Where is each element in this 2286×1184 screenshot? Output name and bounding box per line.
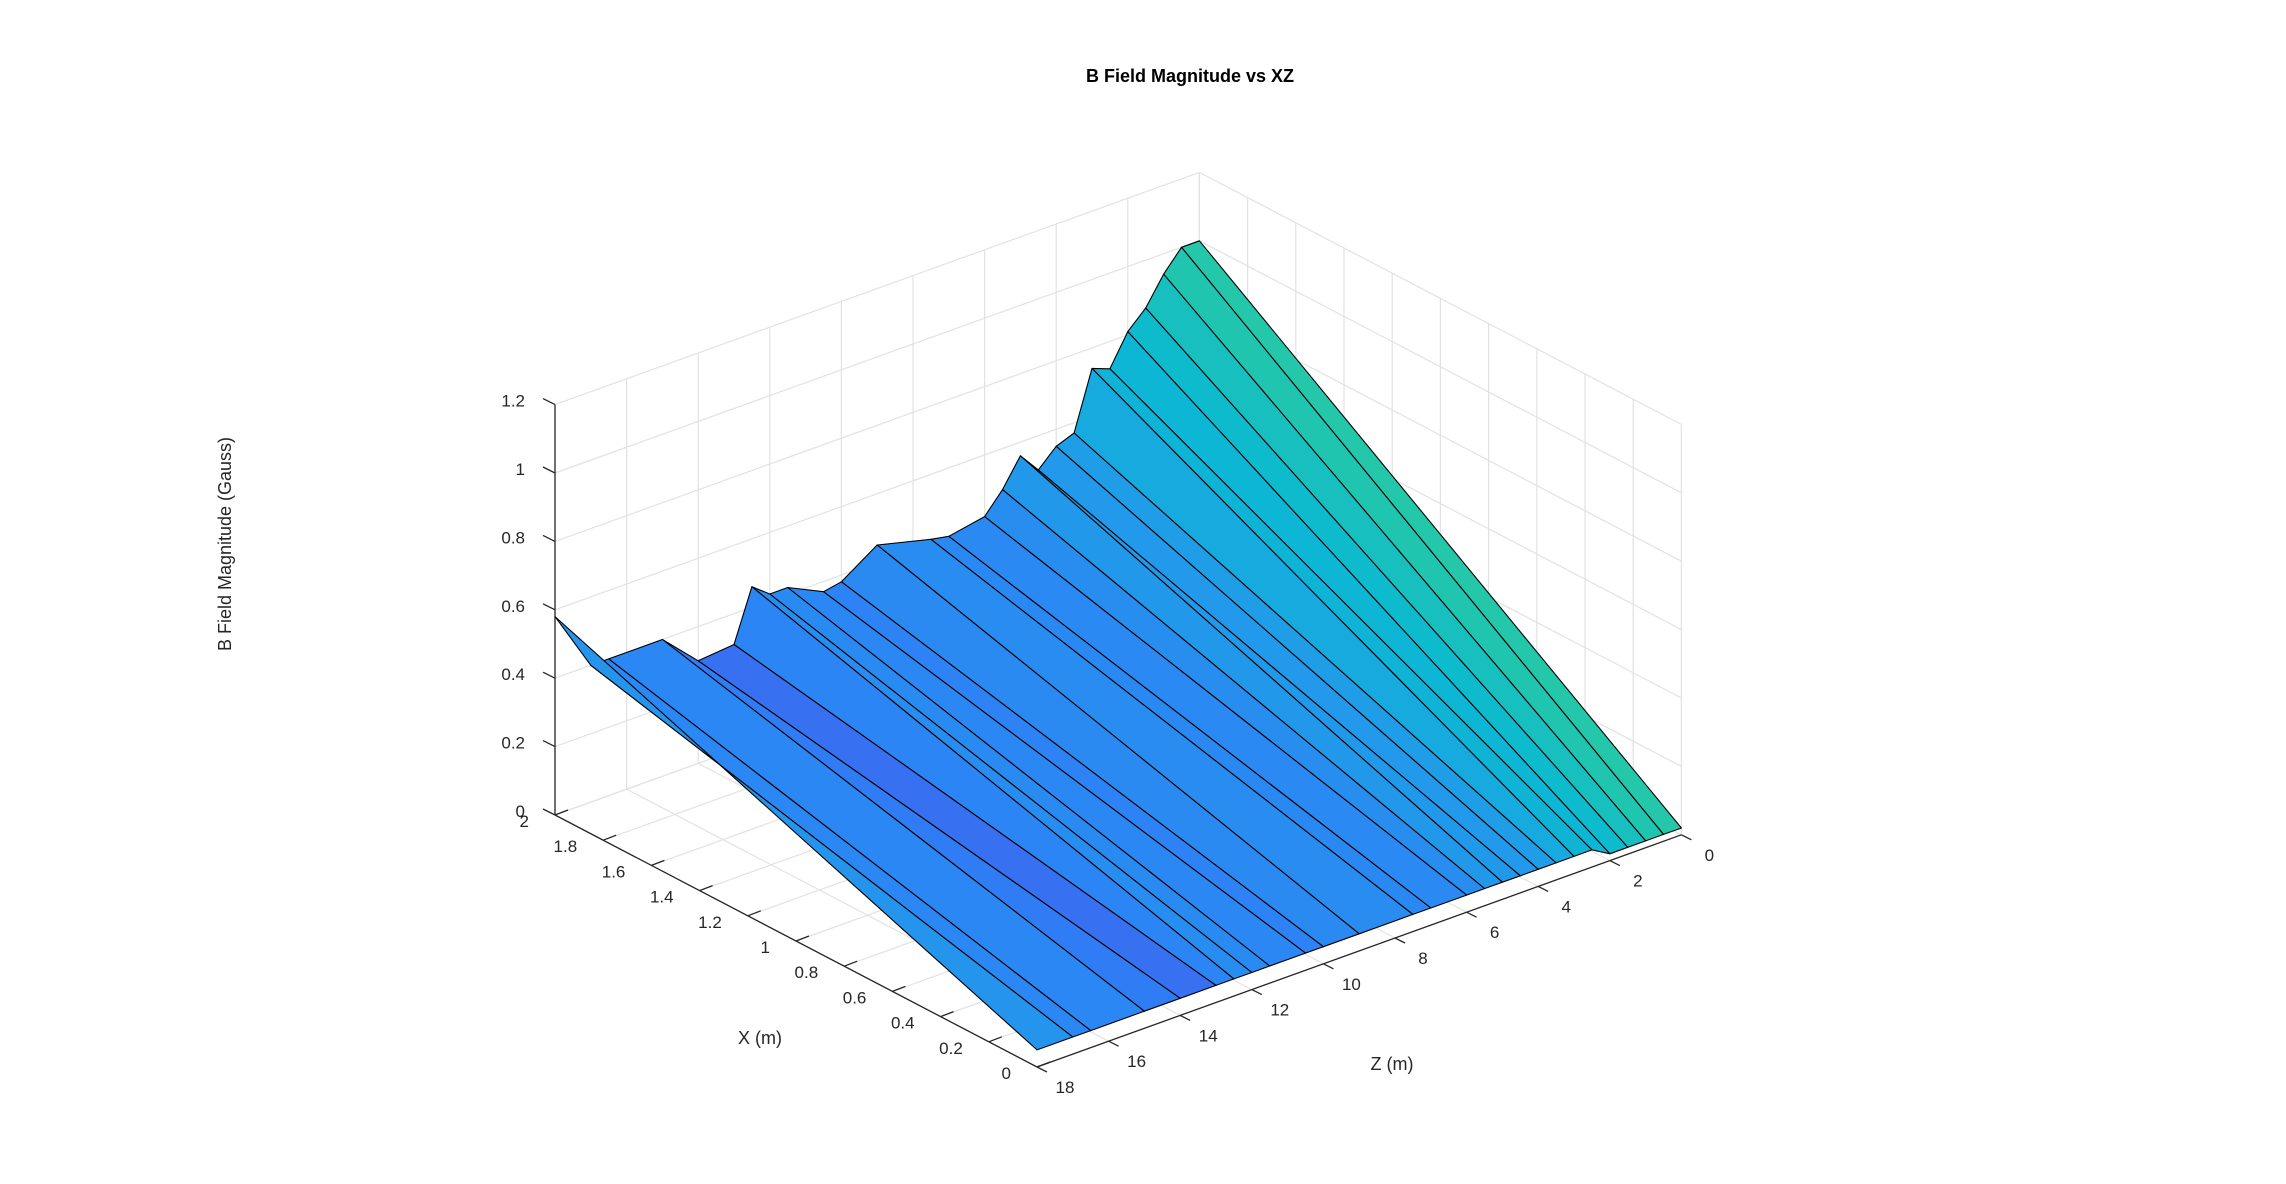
z-tick-mark xyxy=(1466,911,1477,918)
b-tick-mark xyxy=(542,671,556,679)
z-tick-mark xyxy=(1036,1066,1048,1073)
b-tick-label: 0.8 xyxy=(501,528,525,547)
b-tick-mark xyxy=(542,534,556,542)
z-tick-mark xyxy=(1108,1040,1119,1047)
z-tick-mark xyxy=(1681,834,1692,841)
x-tick-label: 0 xyxy=(1002,1064,1011,1083)
x-tick-mark xyxy=(554,809,569,816)
z-tick-label: 2 xyxy=(1633,872,1642,891)
b-axis-label: B Field Magnitude (Gauss) xyxy=(215,437,235,651)
z-tick-mark xyxy=(1179,1014,1191,1021)
z-tick-label: 14 xyxy=(1199,1026,1218,1045)
z-tick-label: 8 xyxy=(1418,949,1427,968)
surface-layer xyxy=(554,240,1682,1051)
grid-line xyxy=(554,240,1200,474)
b-tick-mark xyxy=(542,808,556,816)
x-tick-label: 1.8 xyxy=(554,837,578,856)
z-tick-mark xyxy=(1537,885,1549,892)
x-tick-mark xyxy=(699,884,713,892)
x-tick-mark xyxy=(795,935,810,942)
x-tick-mark xyxy=(892,985,906,993)
z-axis-line xyxy=(1036,834,1682,1068)
z-axis-label: Z (m) xyxy=(1371,1054,1414,1074)
z-tick-label: 10 xyxy=(1342,975,1361,994)
x-axis-label: X (m) xyxy=(738,1028,782,1048)
x-tick-mark xyxy=(651,859,665,867)
b-tick-label: 0.2 xyxy=(501,734,525,753)
x-tick-label: 0.4 xyxy=(891,1014,915,1033)
x-tick-label: 1.2 xyxy=(698,913,722,932)
x-tick-mark xyxy=(747,910,762,917)
b-tick-mark xyxy=(542,740,556,748)
grid-line xyxy=(554,308,1200,542)
x-tick-label: 1.4 xyxy=(650,888,674,907)
z-tick-mark xyxy=(1251,989,1263,996)
b-tick-mark xyxy=(542,398,556,406)
x-tick-label: 0.6 xyxy=(843,988,867,1007)
b-tick-label: 0 xyxy=(516,802,525,821)
x-tick-label: 1.6 xyxy=(602,862,626,881)
grid-line xyxy=(554,171,1200,406)
x-tick-mark xyxy=(988,1036,1003,1043)
surface-facet xyxy=(554,616,1074,1051)
z-tick-label: 18 xyxy=(1056,1078,1075,1097)
z-tick-label: 16 xyxy=(1127,1052,1146,1071)
z-tick-mark xyxy=(1394,937,1406,944)
x-tick-label: 0.8 xyxy=(795,963,819,982)
z-tick-mark xyxy=(1609,860,1621,867)
z-tick-label: 4 xyxy=(1561,897,1570,916)
axes-layer xyxy=(542,398,1692,1073)
x-tick-mark xyxy=(843,960,858,967)
chart-title: B Field Magnitude vs XZ xyxy=(1086,66,1294,86)
z-tick-label: 0 xyxy=(1705,846,1714,865)
b-tick-label: 0.4 xyxy=(501,665,525,684)
x-tick-label: 2 xyxy=(520,812,529,831)
x-tick-label: 1 xyxy=(761,938,770,957)
z-tick-mark xyxy=(1323,963,1334,970)
b-tick-mark xyxy=(542,603,556,611)
x-tick-label: 0.2 xyxy=(939,1039,963,1058)
b-tick-label: 1.2 xyxy=(501,392,525,411)
x-tick-mark xyxy=(940,1010,954,1018)
b-tick-mark xyxy=(542,466,556,474)
x-tick-mark xyxy=(602,834,617,841)
labels-layer: 02468101214161800.20.40.60.811.21.41.61.… xyxy=(501,392,1714,1097)
b-tick-label: 0.6 xyxy=(501,597,525,616)
z-tick-label: 6 xyxy=(1490,923,1499,942)
z-tick-label: 12 xyxy=(1270,1001,1289,1020)
x-tick-mark xyxy=(1036,1061,1051,1068)
b-tick-label: 1 xyxy=(516,460,525,479)
